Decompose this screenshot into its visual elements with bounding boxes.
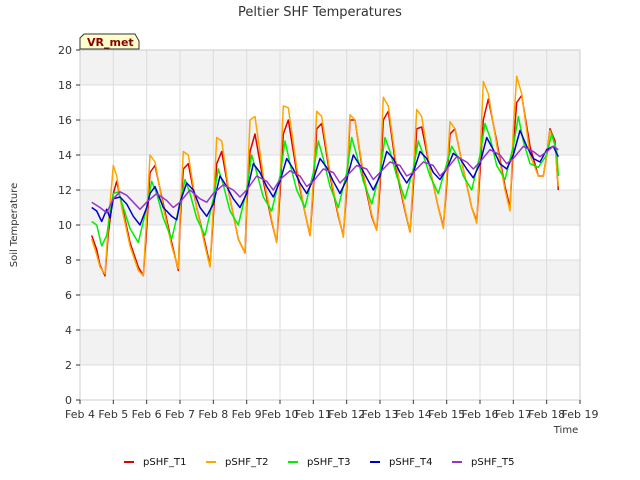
- x-tick-label: Feb 6: [132, 408, 162, 421]
- x-tick-label: Feb 7: [165, 408, 195, 421]
- grid-band: [80, 260, 580, 295]
- legend-label-pSHF_T3: pSHF_T3: [307, 457, 350, 468]
- y-tick-label: 8: [65, 254, 72, 267]
- series-lines: [90, 75, 560, 277]
- x-tick-label: Feb 18: [528, 408, 565, 421]
- series-line-pSHF_T3: [91, 115, 560, 247]
- x-tick-label: Feb 4: [65, 408, 95, 421]
- x-tick-label: Feb 19: [562, 408, 599, 421]
- y-tick-label: 2: [65, 359, 72, 372]
- badge-text: VR_met: [87, 36, 134, 49]
- y-axis-label: Soil Temperature: [9, 183, 20, 268]
- x-tick-label: Feb 10: [262, 408, 299, 421]
- y-tick-label: 6: [65, 289, 72, 302]
- y-axis-ticks: 0 2 4 6 8 10 12 14 16 18 20: [58, 44, 80, 407]
- series-line-pSHF_T4: [91, 129, 559, 226]
- x-tick-label: Feb 16: [462, 408, 499, 421]
- x-tick-label: Feb 17: [495, 408, 532, 421]
- y-tick-label: 20: [58, 44, 72, 57]
- chart-title: Peltier SHF Temperatures: [238, 5, 402, 20]
- legend-label-pSHF_T5: pSHF_T5: [471, 457, 514, 468]
- y-tick-label: 4: [65, 324, 72, 337]
- y-tick-label: 10: [58, 219, 72, 232]
- x-tick-label: Feb 14: [395, 408, 432, 421]
- legend: pSHF_T1 pSHF_T2 pSHF_T3 pSHF_T4 pSHF_T5: [124, 457, 514, 468]
- x-tick-label: Feb 11: [295, 408, 332, 421]
- x-tick-label: Feb 9: [232, 408, 262, 421]
- series-line-pSHF_T2: [90, 75, 560, 277]
- x-axis-ticks: Feb 4 Feb 5 Feb 6 Feb 7 Feb 8 Feb 9 Feb 10Feb …: [65, 400, 598, 421]
- legend-label-pSHF_T2: pSHF_T2: [225, 457, 268, 468]
- y-tick-label: 12: [58, 184, 72, 197]
- y-tick-label: 14: [58, 149, 72, 162]
- legend-label-pSHF_T4: pSHF_T4: [389, 457, 432, 468]
- grid-band: [80, 120, 580, 155]
- x-tick-label: Feb 13: [362, 408, 399, 421]
- badge-box: [79, 33, 140, 50]
- y-tick-label: 16: [58, 114, 72, 127]
- legend-label-pSHF_T1: pSHF_T1: [143, 457, 186, 468]
- grid-band: [80, 50, 580, 85]
- x-tick-label: Feb 8: [198, 408, 228, 421]
- background-bands: [80, 50, 580, 365]
- x-axis-label: Time: [553, 425, 578, 436]
- y-tick-label: 0: [65, 394, 72, 407]
- series-line-pSHF_T5: [91, 145, 559, 214]
- x-tick-label: Feb 5: [98, 408, 128, 421]
- grid-band: [80, 330, 580, 365]
- station-badge: VR_met: [79, 33, 140, 50]
- x-tick-label: Feb 15: [428, 408, 465, 421]
- x-tick-label: Feb 12: [328, 408, 365, 421]
- y-tick-label: 18: [58, 79, 72, 92]
